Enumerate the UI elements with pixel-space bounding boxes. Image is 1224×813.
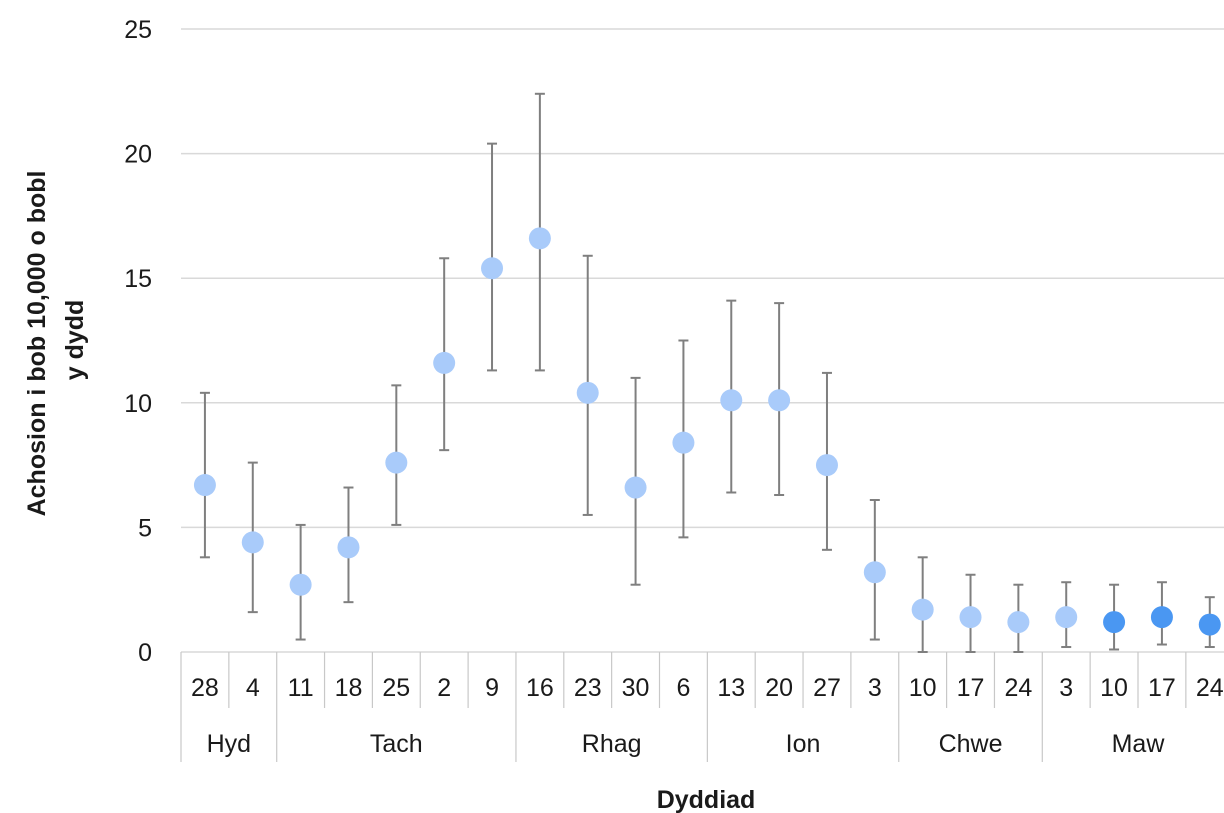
x-axis-title: Dyddiad (657, 786, 756, 813)
x-tick-label: 10 (909, 674, 937, 702)
data-point (1150, 606, 1173, 629)
y-tick-label: 10 (124, 390, 152, 418)
month-label: Hyd (207, 730, 251, 758)
data-point (720, 389, 743, 412)
x-tick-label: 2 (437, 674, 451, 702)
x-tick-label: 3 (868, 674, 882, 702)
x-tick-label: 24 (1196, 674, 1224, 702)
data-points (193, 227, 1221, 636)
y-axis-title-line-2: y dydd (61, 300, 89, 381)
x-tick-label: 20 (765, 674, 793, 702)
month-label: Tach (370, 730, 423, 758)
x-tick-label: 28 (191, 674, 219, 702)
data-point (1103, 611, 1126, 634)
data-point (768, 389, 791, 412)
x-tick-label: 6 (676, 674, 690, 702)
x-tick-label: 25 (382, 674, 410, 702)
data-point (528, 227, 551, 250)
y-tick-label: 0 (138, 639, 152, 667)
x-tick-label: 17 (1148, 674, 1176, 702)
y-tick-label: 25 (124, 16, 152, 44)
data-point (385, 451, 408, 474)
x-tick-label: 10 (1100, 674, 1128, 702)
y-axis-ticks: 0 5 10 15 20 25 (124, 16, 152, 667)
month-label: Chwe (939, 730, 1003, 758)
data-point (815, 454, 838, 477)
gridlines (181, 28, 1224, 653)
x-axis-categories: 28 4 11 18 25 2 9 16 23 30 6 13 20 27 3 10 17 24 3 10 17 24 Hy… (180, 652, 1224, 762)
data-point (1007, 611, 1030, 634)
data-point (624, 476, 647, 499)
y-tick-label: 5 (138, 514, 152, 542)
error-bar (487, 142, 498, 372)
data-point (672, 431, 695, 454)
x-tick-label: 11 (288, 674, 314, 702)
x-tick-label: 18 (335, 674, 363, 702)
data-point (433, 351, 456, 374)
data-point (1198, 613, 1221, 636)
month-label: Maw (1112, 730, 1166, 758)
data-point (863, 561, 886, 584)
y-axis-title: Achosion i bob 10,000 o bobl y dydd (23, 164, 89, 517)
y-tick-label: 15 (124, 265, 152, 293)
data-point (241, 531, 264, 554)
x-tick-label: 23 (574, 674, 602, 702)
data-point (481, 257, 504, 280)
month-label: Rhag (582, 730, 642, 758)
data-point (959, 606, 982, 629)
data-point (337, 536, 360, 559)
y-axis-title-line-1: Achosion i bob 10,000 o bobl (23, 171, 51, 517)
x-tick-label: 13 (717, 674, 745, 702)
x-tick-label: 9 (485, 674, 499, 702)
error-bars (199, 92, 1215, 653)
x-tick-label: 24 (1004, 674, 1032, 702)
x-tick-label: 4 (246, 674, 260, 702)
data-point (193, 474, 216, 497)
month-label: Ion (786, 730, 821, 758)
y-tick-label: 20 (124, 141, 152, 169)
data-point (1055, 606, 1078, 629)
x-tick-label: 30 (622, 674, 650, 702)
x-tick-label: 17 (957, 674, 985, 702)
x-tick-label: 3 (1059, 674, 1073, 702)
x-tick-label: 27 (813, 674, 841, 702)
data-point (289, 573, 312, 596)
data-point (576, 381, 599, 404)
x-tick-label: 16 (526, 674, 554, 702)
data-point (911, 598, 934, 621)
